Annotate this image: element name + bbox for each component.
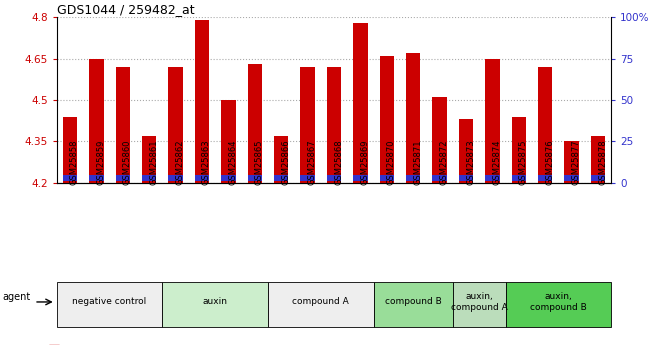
Text: GSM25875: GSM25875 xyxy=(519,139,528,185)
Text: GSM25878: GSM25878 xyxy=(598,139,607,185)
Bar xyxy=(538,175,552,181)
Bar xyxy=(327,67,341,183)
Bar xyxy=(248,175,262,181)
Bar xyxy=(195,20,209,183)
Text: auxin: auxin xyxy=(202,297,228,306)
Bar xyxy=(89,59,104,183)
FancyBboxPatch shape xyxy=(57,282,162,327)
Text: GSM25865: GSM25865 xyxy=(255,139,264,185)
Bar xyxy=(485,175,500,181)
Text: GSM25864: GSM25864 xyxy=(228,139,237,185)
Text: GSM25874: GSM25874 xyxy=(492,139,502,185)
Bar xyxy=(591,175,605,181)
Bar xyxy=(459,175,473,181)
Bar xyxy=(432,97,447,183)
Text: agent: agent xyxy=(3,292,31,302)
Text: GSM25873: GSM25873 xyxy=(466,139,475,185)
Bar xyxy=(301,67,315,183)
FancyBboxPatch shape xyxy=(453,282,506,327)
Text: GSM25868: GSM25868 xyxy=(334,139,343,185)
Text: GSM25858: GSM25858 xyxy=(70,139,79,185)
Bar xyxy=(221,175,236,181)
Bar xyxy=(274,136,289,183)
Bar xyxy=(485,59,500,183)
Bar xyxy=(142,175,156,181)
Bar xyxy=(142,136,156,183)
Text: negative control: negative control xyxy=(72,297,147,306)
Text: GSM25866: GSM25866 xyxy=(281,139,290,185)
Text: GSM25862: GSM25862 xyxy=(176,139,184,185)
Text: GSM25870: GSM25870 xyxy=(387,139,396,185)
Text: GSM25859: GSM25859 xyxy=(96,139,106,185)
Text: GSM25877: GSM25877 xyxy=(572,139,580,185)
Text: GSM25869: GSM25869 xyxy=(361,139,369,185)
Bar xyxy=(353,175,367,181)
Bar xyxy=(564,141,579,183)
Text: auxin,
compound A: auxin, compound A xyxy=(451,292,508,312)
Bar xyxy=(327,175,341,181)
Bar xyxy=(353,23,367,183)
Text: GSM25860: GSM25860 xyxy=(123,139,132,185)
Bar xyxy=(512,175,526,181)
Text: GSM25872: GSM25872 xyxy=(440,139,449,185)
Bar xyxy=(432,175,447,181)
FancyBboxPatch shape xyxy=(506,282,611,327)
Bar xyxy=(406,53,420,183)
Text: GSM25863: GSM25863 xyxy=(202,139,211,185)
Bar xyxy=(195,175,209,181)
Text: auxin,
compound B: auxin, compound B xyxy=(530,292,587,312)
Bar xyxy=(538,67,552,183)
Bar xyxy=(248,64,262,183)
Bar xyxy=(116,67,130,183)
FancyBboxPatch shape xyxy=(162,282,268,327)
Bar xyxy=(63,175,77,181)
Bar xyxy=(591,136,605,183)
Text: GDS1044 / 259482_at: GDS1044 / 259482_at xyxy=(57,3,194,16)
Bar xyxy=(459,119,473,183)
Bar xyxy=(63,117,77,183)
FancyBboxPatch shape xyxy=(373,282,453,327)
Text: compound B: compound B xyxy=(385,297,442,306)
Bar xyxy=(89,175,104,181)
Bar xyxy=(512,117,526,183)
Bar xyxy=(116,175,130,181)
Bar xyxy=(301,175,315,181)
Bar xyxy=(564,175,579,181)
Bar xyxy=(274,175,289,181)
Text: GSM25876: GSM25876 xyxy=(545,139,554,185)
Text: compound A: compound A xyxy=(293,297,349,306)
Bar xyxy=(406,175,420,181)
Text: GSM25871: GSM25871 xyxy=(413,139,422,185)
FancyBboxPatch shape xyxy=(268,282,373,327)
Bar xyxy=(221,100,236,183)
Text: GSM25861: GSM25861 xyxy=(149,139,158,185)
Text: GSM25867: GSM25867 xyxy=(307,139,317,185)
Bar xyxy=(379,56,394,183)
Bar xyxy=(168,175,183,181)
Bar xyxy=(168,67,183,183)
Bar xyxy=(379,175,394,181)
